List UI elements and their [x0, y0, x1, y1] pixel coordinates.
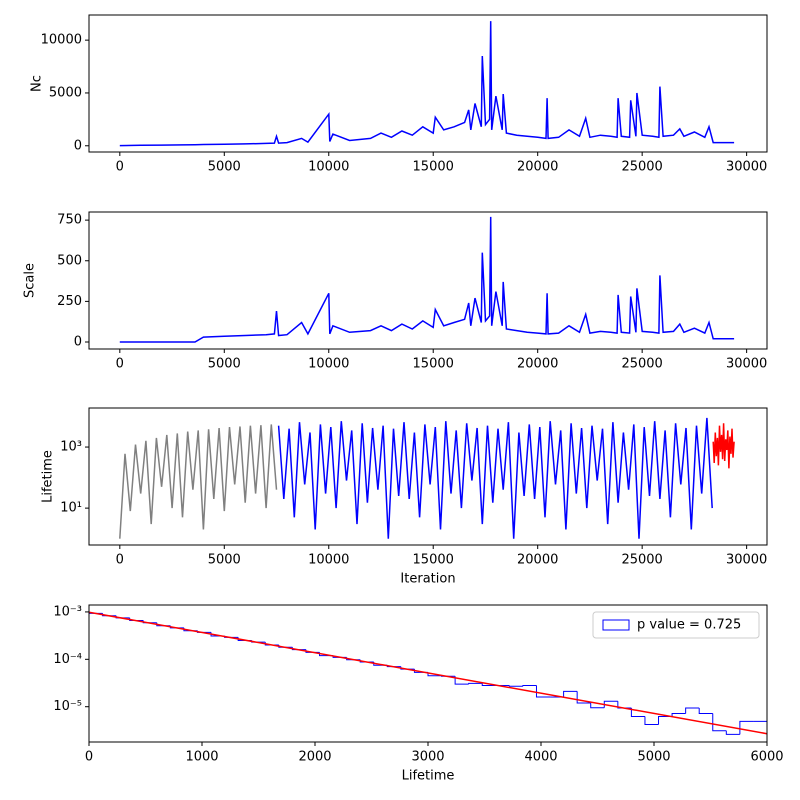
y-tick-label: 10⁻⁵ [53, 699, 82, 714]
line-series [712, 423, 735, 469]
histogram-bin [454, 676, 469, 685]
legend-swatch [602, 619, 630, 631]
legend-label: p value = 0.725 [637, 618, 741, 633]
plot-area [119, 216, 735, 343]
axes: 0 5000 10000 15000 20000 25000 30000 0 5000 10000… [30, 14, 768, 175]
legend-box [592, 611, 760, 639]
x-tick-label: 25000 [621, 160, 662, 175]
plot-area [119, 417, 735, 539]
x-tick-label: 20000 [517, 357, 558, 372]
histogram-bin [535, 685, 551, 698]
histogram-bin [685, 707, 700, 714]
histogram-bin [739, 720, 754, 735]
x-tick-label: 15000 [413, 553, 454, 568]
line-series [119, 216, 735, 343]
line-series [119, 21, 735, 147]
x-tick-label: 3000 [411, 750, 444, 765]
x-tick-label: 20000 [517, 160, 558, 175]
axes: 0 5000 10000 15000 20000 25000 30000 10¹ 10³ Life… [41, 407, 768, 587]
histogram-bin [753, 720, 767, 742]
histogram-bin [698, 707, 713, 714]
axes-frame [88, 407, 768, 546]
x-tick-label: 15000 [413, 357, 454, 372]
x-tick-label: 4000 [524, 750, 557, 765]
axes: 0 5000 10000 15000 20000 25000 30000 0 250 500 750… [23, 211, 768, 372]
line-series [277, 417, 713, 539]
histogram-bin [671, 712, 686, 717]
histogram-bin [658, 716, 673, 725]
axes-frame [88, 211, 768, 350]
x-tick-label: 10000 [308, 553, 349, 568]
x-tick-label: 10000 [308, 160, 349, 175]
x-tick-label: 0 [116, 357, 124, 372]
plot-area [89, 611, 767, 742]
axes-frame [88, 14, 768, 153]
x-tick-label: 25000 [621, 357, 662, 372]
x-tick-label: 30000 [726, 553, 767, 568]
histogram-bin [508, 685, 523, 687]
histogram-bin [576, 691, 591, 704]
x-tick-label: 30000 [726, 357, 767, 372]
histogram-bin [468, 682, 483, 685]
x-axis-label: Iteration [400, 572, 455, 587]
y-tick-label: 10⁻⁴ [53, 652, 82, 667]
histogram-bin [603, 700, 618, 708]
x-tick-label: 1000 [185, 750, 218, 765]
histogram-bin [563, 690, 578, 698]
x-tick-label: 15000 [413, 160, 454, 175]
histogram-bin [725, 730, 740, 735]
x-axis-label: Lifetime [402, 769, 455, 784]
y-tick-label: 10³ [60, 440, 82, 455]
x-tick-label: 0 [116, 553, 124, 568]
x-tick-label: 20000 [517, 553, 558, 568]
y-tick-label: 10¹ [60, 501, 82, 516]
y-tick-label: 5000 [49, 85, 82, 100]
histogram-bin [712, 713, 727, 732]
y-axis-label: Nc [30, 75, 45, 92]
histogram-bin [481, 683, 496, 687]
x-tick-label: 5000 [208, 553, 241, 568]
x-tick-label: 10000 [308, 357, 349, 372]
x-tick-label: 5000 [637, 750, 670, 765]
y-tick-label: 750 [57, 213, 82, 228]
plot-area [119, 21, 735, 147]
y-tick-label: 0 [74, 335, 82, 350]
y-tick-label: 0 [74, 138, 82, 153]
y-tick-label: 10000 [41, 33, 82, 48]
y-axis-label: Lifetime [41, 450, 56, 503]
line-series [119, 424, 278, 539]
x-tick-label: 6000 [750, 750, 783, 765]
x-tick-label: 0 [116, 160, 124, 175]
y-axis-label: Scale [23, 263, 38, 298]
x-tick-label: 5000 [208, 160, 241, 175]
y-tick-label: 10⁻³ [53, 604, 82, 619]
histogram-bin [522, 685, 537, 687]
y-tick-label: 500 [57, 253, 82, 268]
histogram-bin [630, 707, 645, 718]
histogram-bin [590, 702, 605, 709]
y-tick-label: 250 [57, 294, 82, 309]
histogram-bin [644, 716, 659, 726]
axes: 0 1000 2000 3000 4000 5000 6000 10⁻³ 10⁻⁴ 10⁻⁵ Lif… [53, 604, 783, 783]
x-tick-label: 30000 [726, 160, 767, 175]
fit-line [89, 611, 767, 735]
x-tick-label: 0 [85, 750, 93, 765]
axes-frame [88, 604, 768, 743]
x-tick-label: 5000 [208, 357, 241, 372]
histogram-bin [89, 612, 103, 742]
x-tick-label: 2000 [298, 750, 331, 765]
x-tick-label: 25000 [621, 553, 662, 568]
